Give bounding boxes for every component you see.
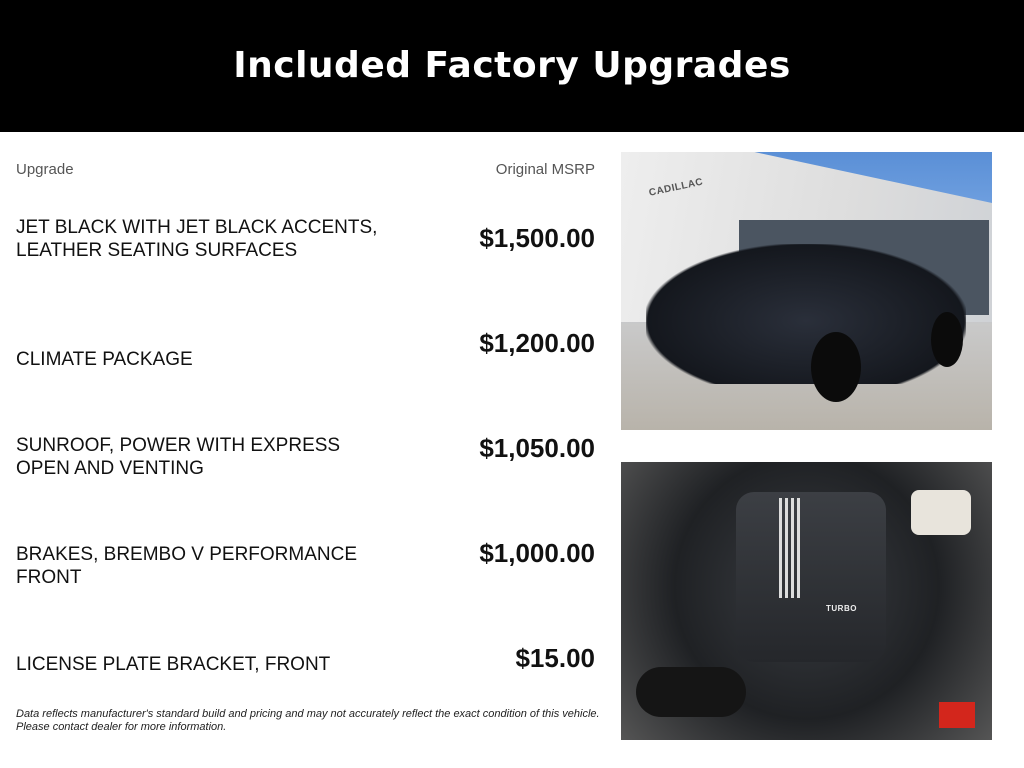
engine-cover-stripes (779, 498, 803, 598)
car-wheel (811, 332, 861, 402)
engine-bay-photo: TURBO (621, 462, 992, 740)
disclaimer: Data reflects manufacturer's standard bu… (16, 708, 600, 734)
upgrade-column-header: Upgrade (16, 161, 74, 178)
upgrade-name: CLIMATE PACKAGE (16, 349, 193, 370)
fluid-reservoir (911, 490, 971, 535)
upgrade-price: $1,050.00 (479, 433, 595, 463)
upgrade-price: $1,500.00 (479, 223, 595, 253)
car-body (646, 244, 966, 384)
upgrade-price: $1,000.00 (479, 538, 595, 568)
upgrade-price: $1,200.00 (479, 328, 595, 358)
upgrade-name: LICENSE PLATE BRACKET, FRONT (16, 654, 331, 675)
disclaimer-line: Please contact dealer for more informati… (16, 721, 227, 733)
header-banner: Included Factory Upgrades (0, 0, 1024, 132)
engine-badge: TURBO (826, 604, 857, 613)
msrp-column-header: Original MSRP (495, 161, 595, 178)
page-title: Included Factory Upgrades (233, 44, 791, 86)
upgrade-price: $15.00 (515, 643, 595, 673)
upgrade-name: BRAKES, BREMBO V PERFORMANCE FRONT (16, 544, 358, 588)
car-wheel (931, 312, 963, 367)
engine-cover (736, 492, 886, 662)
upgrade-name: SUNROOF, POWER WITH EXPRESS OPEN AND VEN… (16, 435, 341, 479)
red-terminal-cap (939, 702, 975, 728)
intake-hose (636, 667, 746, 717)
vehicle-exterior-photo: CADILLAC (621, 152, 992, 430)
upgrade-name: JET BLACK WITH JET BLACK ACCENTS, LEATHE… (16, 217, 378, 261)
disclaimer-line: Data reflects manufacturer's standard bu… (16, 708, 600, 720)
